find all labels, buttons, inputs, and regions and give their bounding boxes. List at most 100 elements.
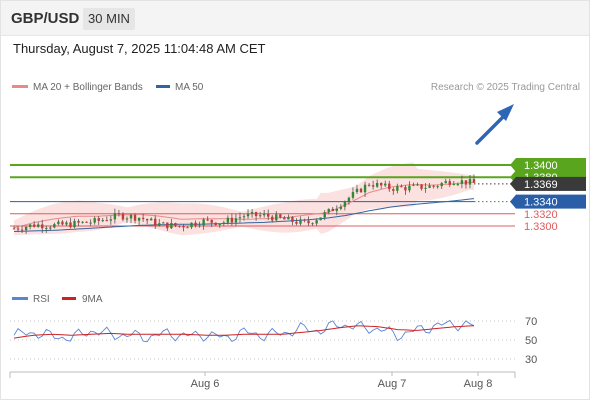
timestamp: Thursday, August 7, 2025 11:04:48 AM CET xyxy=(13,41,266,56)
candle-body xyxy=(448,181,451,185)
level-label-1-3400: 1.3400 xyxy=(524,160,558,172)
x-tick-label: Aug 8 xyxy=(464,378,493,390)
rsi-legend-label: RSI xyxy=(33,294,50,305)
candle-body xyxy=(105,220,109,222)
candle-body xyxy=(45,227,48,229)
candle-body xyxy=(347,197,351,202)
candle-body xyxy=(388,183,391,190)
candle-body xyxy=(460,180,464,184)
candle-body xyxy=(396,186,399,191)
candle-body xyxy=(327,208,330,213)
candle-body xyxy=(117,213,121,215)
level-tag-pointer xyxy=(510,176,516,191)
candle-body xyxy=(246,213,250,217)
candle-body xyxy=(283,217,286,220)
candle-body xyxy=(311,223,314,225)
candle-body xyxy=(267,213,270,217)
candle-body xyxy=(428,185,431,188)
candle-body xyxy=(137,217,141,221)
candle-body xyxy=(12,228,16,230)
symbol-label: GBP/USD xyxy=(11,10,80,27)
candle-body xyxy=(343,201,347,207)
candle-body xyxy=(198,225,201,227)
level-label-1-3340: 1.3340 xyxy=(524,197,558,209)
candle-body xyxy=(359,188,363,193)
level-label-1-3320: 1.3320 xyxy=(524,209,558,221)
candle-body xyxy=(133,214,137,221)
candle-body xyxy=(335,208,339,212)
candle-body xyxy=(271,216,274,221)
timeframe-button[interactable]: 30 MIN xyxy=(83,8,135,30)
candle-body xyxy=(355,188,359,193)
candle-body xyxy=(444,181,447,184)
ma50-legend-swatch xyxy=(156,85,170,88)
candle-body xyxy=(258,215,262,217)
candle-body xyxy=(291,216,294,222)
candle-body xyxy=(250,212,254,214)
candle-body xyxy=(319,217,322,221)
rsi-ma-legend-swatch xyxy=(62,297,76,300)
level-label-1-3300: 1.3300 xyxy=(524,221,558,233)
level-tag-1-3369 xyxy=(516,176,586,191)
candle-body xyxy=(93,218,96,223)
candle-body xyxy=(190,222,193,228)
chart-header: GBP/USD 30 MIN xyxy=(1,1,589,36)
candle-body xyxy=(125,218,129,220)
candle-body xyxy=(254,212,258,217)
candle-body xyxy=(121,213,125,220)
candle-body xyxy=(432,185,435,187)
candle-body xyxy=(206,219,209,221)
level-tag-pointer xyxy=(510,158,516,172)
forecast-arrow-shaft xyxy=(475,113,507,145)
candle-body xyxy=(73,220,76,228)
level-tag-1-3340 xyxy=(516,194,586,209)
x-tick-label: Aug 7 xyxy=(378,378,407,390)
candle-body xyxy=(287,216,290,220)
candlesticks xyxy=(12,174,476,234)
candle-body xyxy=(412,184,415,186)
rsi-ma-legend-label: 9MA xyxy=(82,294,103,305)
candle-body xyxy=(20,229,24,231)
rsi-tick-70: 70 xyxy=(525,316,537,328)
rsi-panel: 70 50 30 xyxy=(10,316,537,366)
candle-body xyxy=(472,179,476,183)
rsi-line xyxy=(13,319,475,343)
candle-body xyxy=(238,217,242,219)
candle-body xyxy=(53,224,56,228)
candle-body xyxy=(182,225,185,228)
candle-body xyxy=(57,221,60,225)
candle-body xyxy=(154,218,157,226)
candle-body xyxy=(299,219,302,224)
research-credit: Research © 2025 Trading Central xyxy=(431,82,580,93)
candle-body xyxy=(178,225,181,227)
candle-body xyxy=(202,219,205,226)
candle-body xyxy=(141,217,145,220)
candle-body xyxy=(170,223,173,229)
candle-body xyxy=(275,214,278,221)
ma20-legend-swatch xyxy=(12,85,28,88)
candle-body xyxy=(37,224,40,227)
candle-body xyxy=(456,183,460,185)
candle-body xyxy=(210,219,213,223)
candle-body xyxy=(28,224,32,227)
candle-body xyxy=(166,222,169,229)
candle-body xyxy=(242,216,246,218)
candle-body xyxy=(222,222,226,224)
candle-body xyxy=(24,226,28,231)
candle-body xyxy=(194,222,197,226)
candle-body xyxy=(468,179,472,185)
candle-body xyxy=(315,220,318,224)
candle-body xyxy=(109,219,113,221)
candle-body xyxy=(420,184,423,189)
ma20-legend-label: MA 20 + Bollinger Bands xyxy=(33,82,143,93)
candle-body xyxy=(307,220,310,224)
candle-body xyxy=(295,221,298,224)
candle-body xyxy=(452,183,456,185)
candle-body xyxy=(404,187,407,191)
bollinger-band-area xyxy=(14,162,474,236)
candle-body xyxy=(97,218,100,221)
candle-body xyxy=(162,222,165,224)
candle-body xyxy=(158,223,161,226)
price-levels xyxy=(10,164,515,227)
